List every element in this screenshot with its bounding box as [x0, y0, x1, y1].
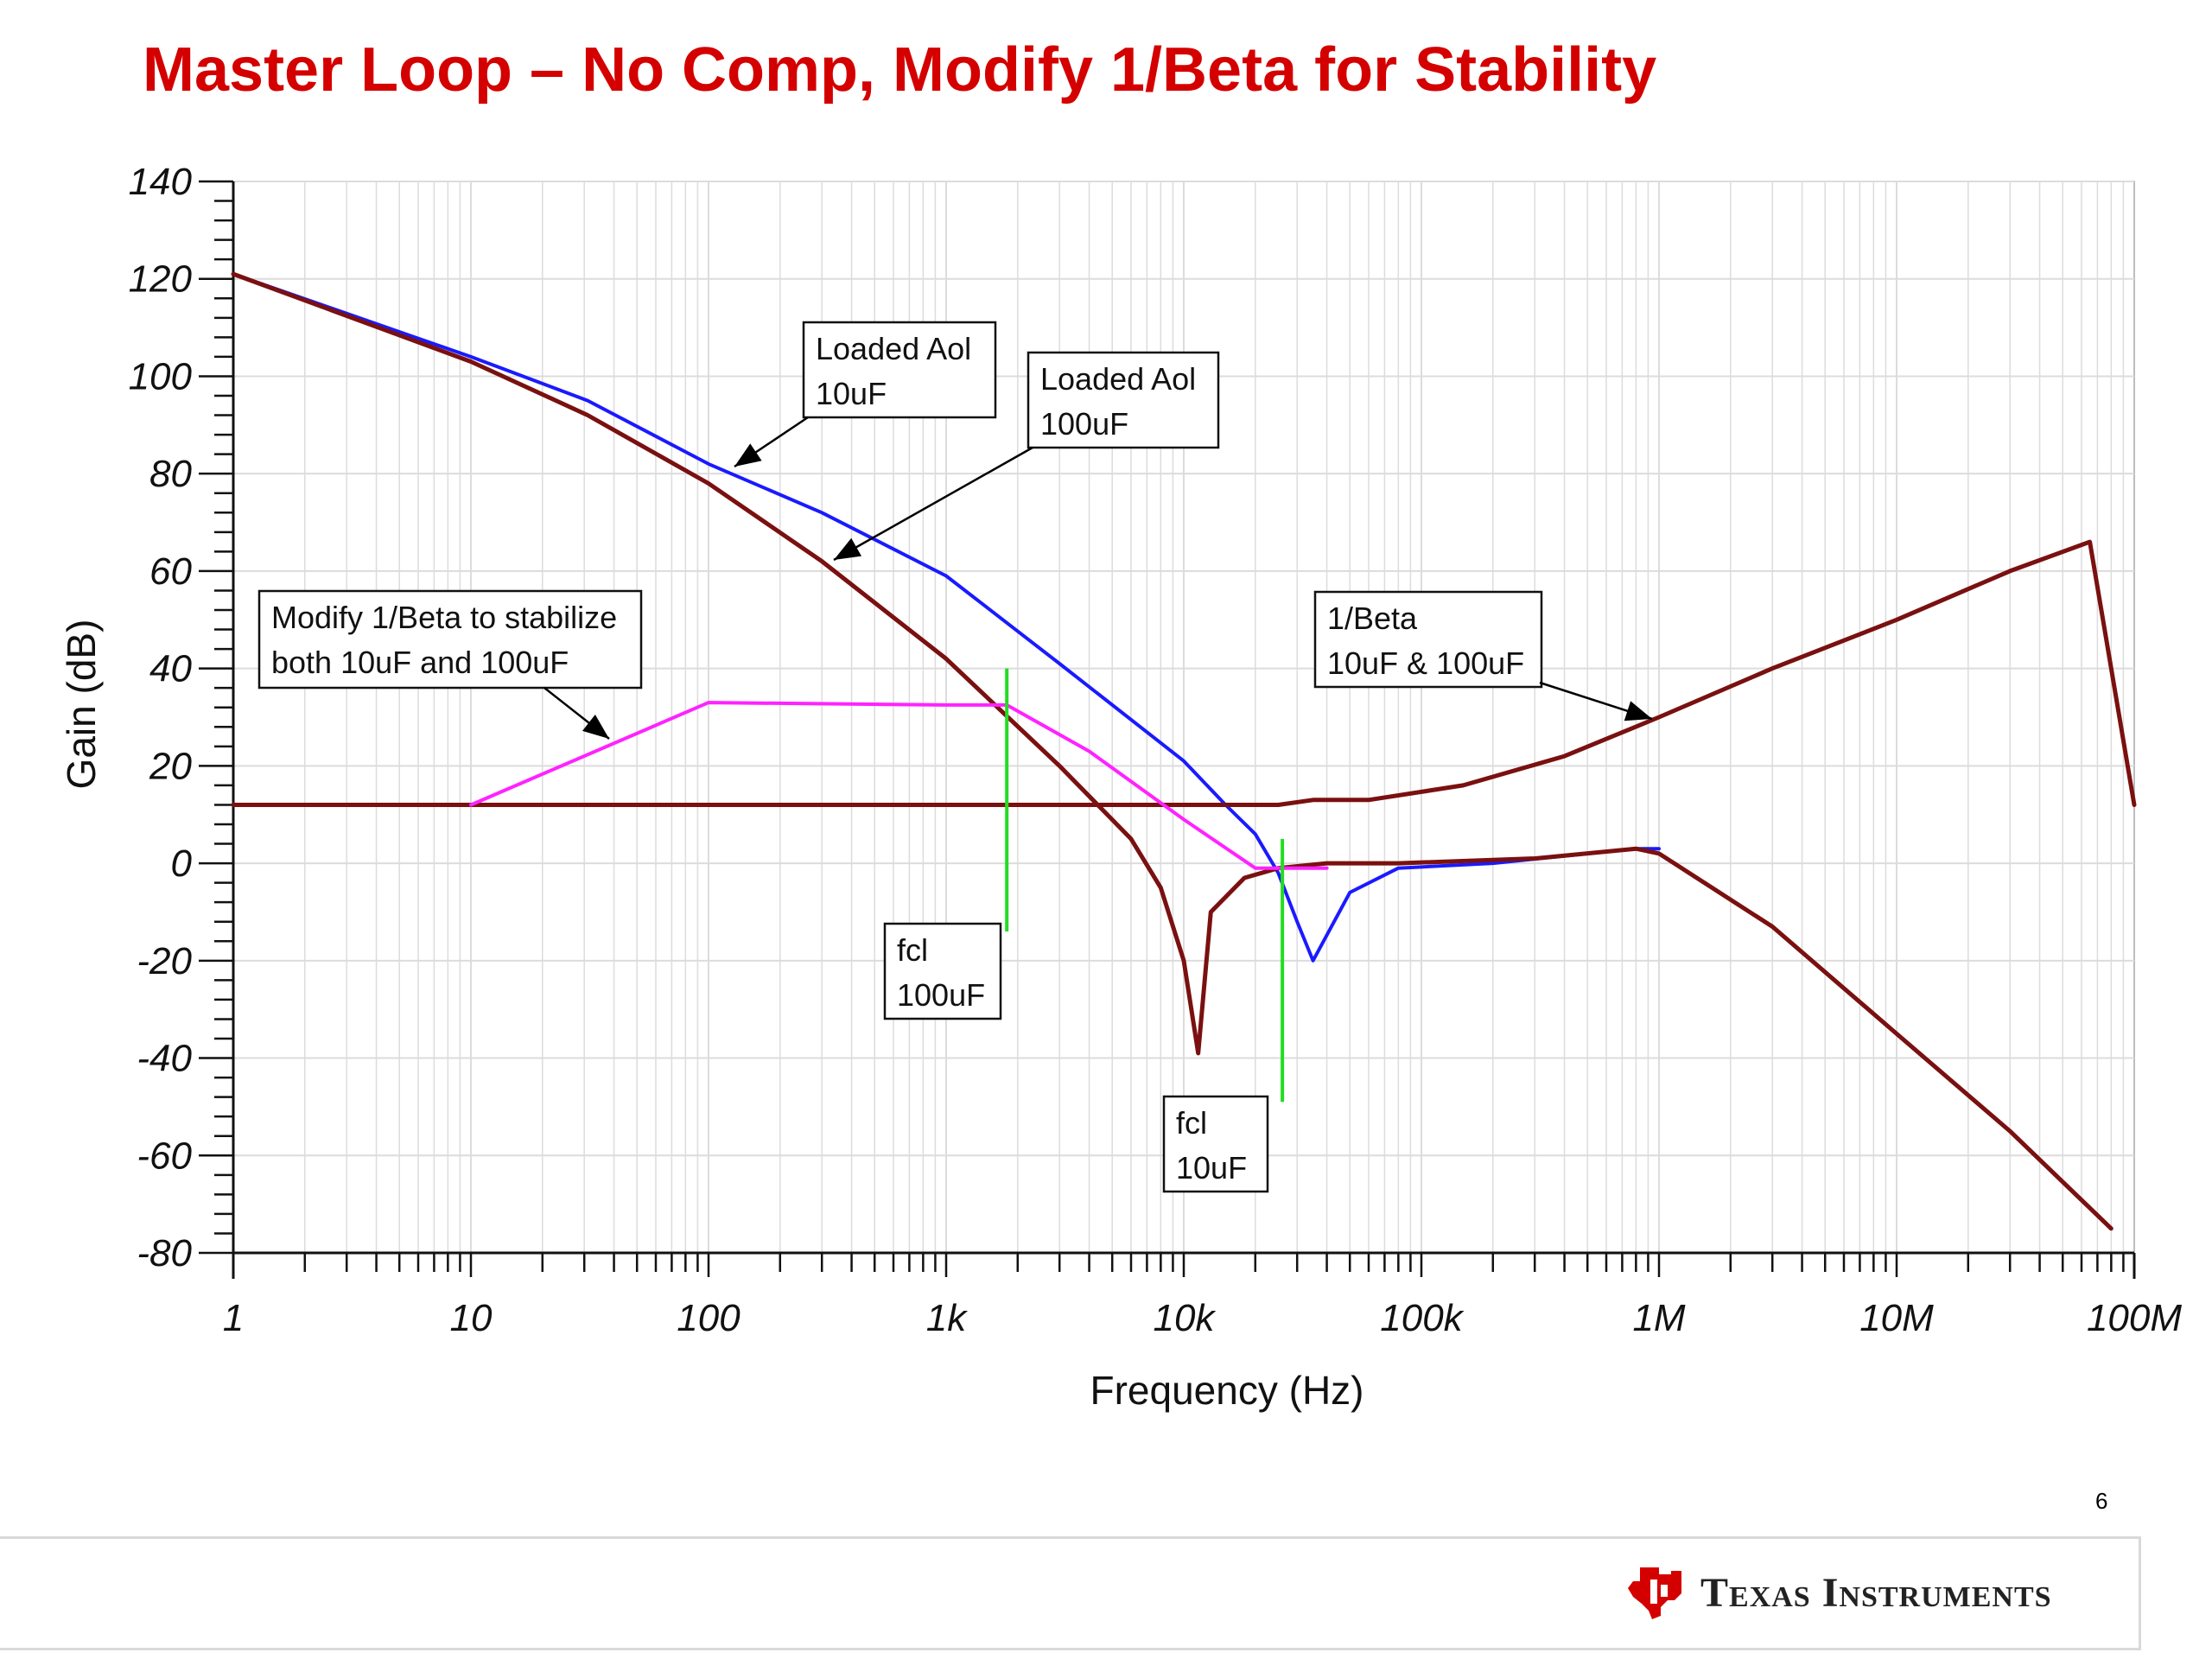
annotation-box: [257, 589, 643, 690]
annotation-fcl_100uf: fcl 100uF: [883, 922, 1002, 1020]
y-tick-label: 140: [129, 161, 193, 203]
annotation-text: 10uF: [816, 376, 887, 411]
annotation-text: Modify 1/Beta to stabilize: [271, 600, 617, 635]
annotation-arrowhead: [1624, 701, 1652, 721]
ti-wordmark: Texas Instruments: [1700, 1569, 2052, 1616]
series-mod_beta: [469, 701, 1329, 870]
page-number: 6: [2095, 1488, 2108, 1514]
annotation-arrowhead: [734, 443, 762, 467]
y-tick-label: 20: [149, 745, 192, 787]
series-aol_100uf: [231, 271, 2113, 1231]
ti-logo: Texas Instruments: [1624, 1562, 2052, 1623]
annotation-arrowhead: [834, 537, 862, 560]
y-tick-label: -20: [137, 940, 192, 982]
annotation-box: [1313, 590, 1543, 689]
annotation-loaded_aol_100uf: Loaded Aol 100uF: [833, 351, 1220, 562]
ti-logo-icon: [1628, 1567, 1681, 1619]
y-tick-label: 80: [149, 453, 192, 495]
annotation-text: 10uF: [1176, 1150, 1247, 1185]
y-tick-label: -80: [137, 1232, 192, 1274]
annotation-box: [883, 922, 1002, 1020]
y-tick-label: 120: [129, 258, 193, 301]
annotation-inv_beta: 1/Beta 10uF & 100uF: [1313, 590, 1653, 721]
annotation-fcl_10uf: fcl 10uF: [1162, 1095, 1269, 1193]
annotation-text: fcl: [1176, 1105, 1207, 1141]
x-tick-label: 10: [450, 1297, 493, 1339]
annotations: Loaded Aol 10uF Loaded Aol 100uF Modify 1/Be…: [257, 321, 1653, 1193]
axes: 140 120 100 80 60 40 20 0 -20 -40 -60 -80 1 10 100 1k 10…: [129, 161, 2183, 1339]
y-tick-label: 40: [149, 648, 192, 690]
series-inv_beta: [231, 539, 2137, 807]
annotation-leader: [833, 446, 1033, 562]
annotation-text: 10uF & 100uF: [1327, 645, 1524, 681]
bode-chart: 140 120 100 80 60 40 20 0 -20 -40 -60 -80 1 10 100 1k 10…: [59, 161, 2183, 1413]
x-tick-label: 100k: [1380, 1297, 1464, 1339]
annotation-text: 100uF: [897, 977, 985, 1013]
fcl-markers: [1005, 668, 1285, 1103]
x-tick-label: 1M: [1632, 1297, 1685, 1339]
x-tick-label: 100: [677, 1297, 741, 1339]
y-tick-label: -60: [137, 1135, 192, 1177]
x-tick-label: 10M: [1859, 1297, 1934, 1339]
x-tick-label: 100M: [2087, 1297, 2182, 1339]
slide-title: Master Loop – No Comp, Modify 1/Beta for…: [143, 35, 1657, 105]
annotation-box: [802, 321, 997, 419]
annotation-box: [1162, 1095, 1269, 1193]
y-axis-label: Gain (dB): [59, 620, 104, 790]
annotation-text: Loaded Aol: [816, 331, 971, 366]
x-axis-label: Frequency (Hz): [1090, 1368, 1364, 1413]
annotation-text: both 10uF and 100uF: [271, 645, 569, 680]
y-tick-label: 60: [149, 550, 192, 593]
annotation-box: [1027, 351, 1220, 449]
x-tick-label: 10k: [1154, 1297, 1217, 1339]
annotation-loaded_aol_10uf: Loaded Aol 10uF: [734, 321, 997, 468]
series-aol_10uf: [232, 272, 1661, 963]
y-tick-label: 100: [129, 355, 193, 397]
annotation-text: Loaded Aol: [1040, 361, 1196, 397]
annotation-text: 100uF: [1040, 406, 1128, 442]
footer-bar: [0, 1536, 2141, 1650]
x-tick-label: 1: [223, 1297, 244, 1339]
y-tick-label: 0: [171, 842, 193, 885]
annotation-text: 1/Beta: [1327, 601, 1418, 636]
annotation-modify_beta: Modify 1/Beta to stabilize both 10uF and …: [257, 589, 643, 740]
series-group: [231, 271, 2137, 1231]
y-tick-label: -40: [137, 1038, 192, 1080]
annotation-arrowhead: [582, 715, 609, 739]
x-tick-label: 1k: [926, 1297, 968, 1339]
annotation-text: fcl: [897, 932, 928, 968]
